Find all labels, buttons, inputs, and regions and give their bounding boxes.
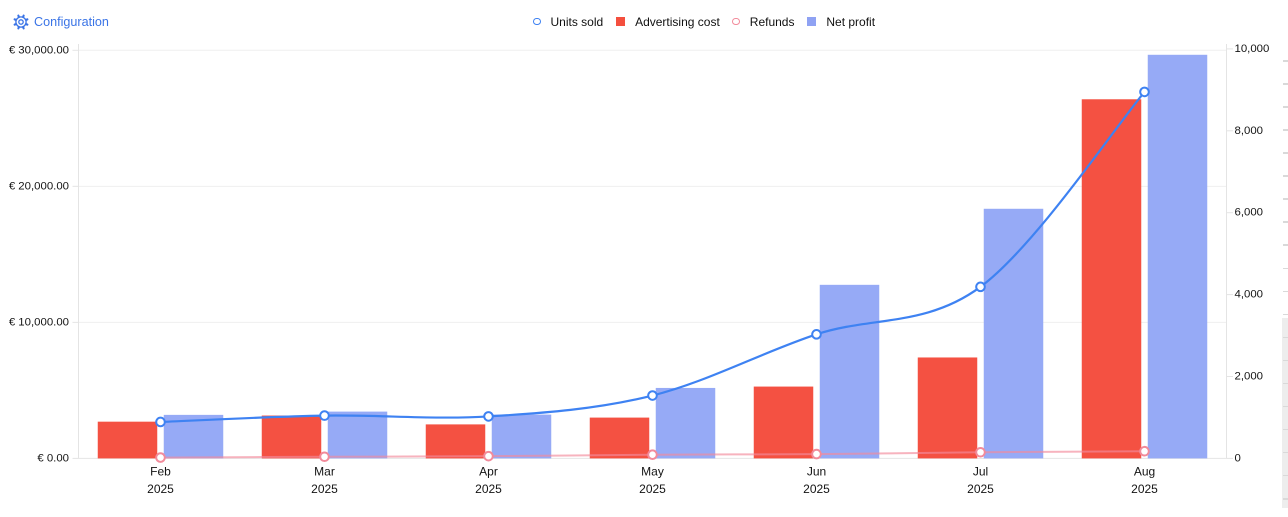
configuration-label: Configuration	[34, 15, 109, 29]
circle-marker-icon	[533, 17, 541, 26]
x-axis-label-month: Jul	[973, 465, 988, 479]
left-axis-label: € 0.00	[37, 452, 69, 464]
page-edge-tick	[1282, 382, 1288, 385]
marker-refunds[interactable]	[483, 450, 494, 462]
legend-label: Net profit	[826, 14, 876, 29]
left-axis-label: € 30,000.00	[9, 44, 69, 56]
x-axis-label-year: 2025	[639, 482, 666, 496]
page-edge-tick	[1282, 290, 1288, 292]
right-axis-label: 8,000	[1235, 125, 1264, 137]
page-edge-tick	[1282, 244, 1288, 246]
square-marker-icon	[615, 16, 626, 27]
page-edge-tick	[1282, 106, 1288, 108]
x-axis-label-month: Mar	[314, 465, 335, 479]
x-axis-label-month: Feb	[150, 465, 171, 479]
bar-advertising-cost[interactable]	[1081, 99, 1142, 459]
right-axis-label: 10,000	[1235, 43, 1270, 55]
left-axis-label: € 10,000.00	[9, 316, 69, 328]
page-edge-tick	[1282, 198, 1288, 200]
legend-item-advertising-cost[interactable]: Advertising cost	[615, 14, 720, 29]
page-edge-tick	[1282, 175, 1288, 177]
marker-units-sold[interactable]	[811, 329, 822, 340]
bar-net-profit[interactable]	[1147, 54, 1208, 459]
page-edge-artifact	[1282, 0, 1288, 517]
configuration-link[interactable]: Configuration	[13, 13, 109, 31]
legend-label: Refunds	[749, 14, 795, 29]
page-edge-tick	[1282, 359, 1288, 362]
marker-units-sold[interactable]	[483, 411, 494, 422]
right-axis-label: 4,000	[1235, 289, 1264, 301]
left-axis-label: € 20,000.00	[9, 180, 69, 192]
x-axis-label-month: Apr	[479, 465, 498, 479]
page-edge-tick	[1282, 428, 1288, 431]
page-edge-tick	[1282, 498, 1288, 500]
page-edge-tick	[1282, 129, 1288, 131]
x-axis-label-year: 2025	[311, 482, 338, 496]
page-edge-tick	[1282, 83, 1288, 85]
chart-legend: Units sold Advertising cost Refunds Net pro…	[533, 12, 875, 31]
x-axis-label-month: Aug	[1134, 465, 1155, 479]
page-edge-tick	[1282, 405, 1288, 408]
right-axis-label: 2,000	[1235, 371, 1264, 383]
bar-net-profit[interactable]	[327, 411, 388, 459]
x-axis-label-year: 2025	[967, 482, 994, 496]
marker-units-sold[interactable]	[647, 390, 658, 401]
page-edge-tick	[1282, 336, 1288, 339]
marker-refunds[interactable]	[647, 449, 658, 461]
page-edge-tick	[1282, 474, 1288, 477]
marker-units-sold[interactable]	[975, 281, 986, 293]
right-axis-label: 0	[1235, 452, 1241, 464]
legend-item-refunds[interactable]: Refunds	[732, 15, 794, 29]
marker-refunds[interactable]	[811, 448, 822, 460]
bar-advertising-cost[interactable]	[425, 424, 486, 459]
bar-net-profit[interactable]	[819, 284, 880, 459]
x-axis-label-year: 2025	[1131, 482, 1158, 496]
marker-refunds[interactable]	[319, 451, 330, 463]
legend-item-net-profit[interactable]: Net profit	[806, 14, 876, 29]
x-axis-label-year: 2025	[803, 482, 830, 496]
bar-net-profit[interactable]	[983, 208, 1044, 459]
page-edge-tick	[1282, 313, 1288, 316]
bar-advertising-cost[interactable]	[261, 415, 322, 459]
page-edge-tick	[1282, 152, 1288, 154]
bar-advertising-cost[interactable]	[753, 386, 814, 459]
page-edge-tick	[1282, 60, 1288, 62]
x-axis-label-year: 2025	[475, 482, 502, 496]
bar-net-profit[interactable]	[491, 414, 552, 459]
x-axis-label-year: 2025	[147, 482, 174, 496]
bar-advertising-cost[interactable]	[589, 417, 650, 459]
bar-net-profit[interactable]	[655, 387, 716, 459]
bar-advertising-cost[interactable]	[917, 357, 978, 459]
page-edge-tick	[1282, 451, 1288, 454]
page-edge-strip	[1282, 318, 1288, 508]
legend-label: Units sold	[550, 14, 604, 29]
marker-units-sold[interactable]	[155, 416, 166, 428]
square-marker-icon	[806, 16, 817, 27]
marker-refunds[interactable]	[975, 446, 986, 458]
page-edge-tick	[1282, 221, 1288, 223]
marker-refunds[interactable]	[155, 452, 166, 463]
bar-advertising-cost[interactable]	[97, 421, 158, 459]
circle-marker-icon	[732, 17, 740, 26]
x-axis-label-month: Jun	[807, 465, 826, 479]
legend-item-units-sold[interactable]: Units sold	[533, 15, 603, 29]
legend-label: Advertising cost	[635, 14, 720, 29]
marker-refunds[interactable]	[1139, 445, 1150, 457]
gear-icon	[13, 14, 29, 30]
x-axis-label-month: May	[641, 465, 664, 479]
page-edge-tick	[1282, 267, 1288, 269]
right-axis-label: 6,000	[1235, 207, 1264, 219]
marker-units-sold[interactable]	[319, 410, 330, 421]
marker-units-sold[interactable]	[1139, 86, 1150, 98]
